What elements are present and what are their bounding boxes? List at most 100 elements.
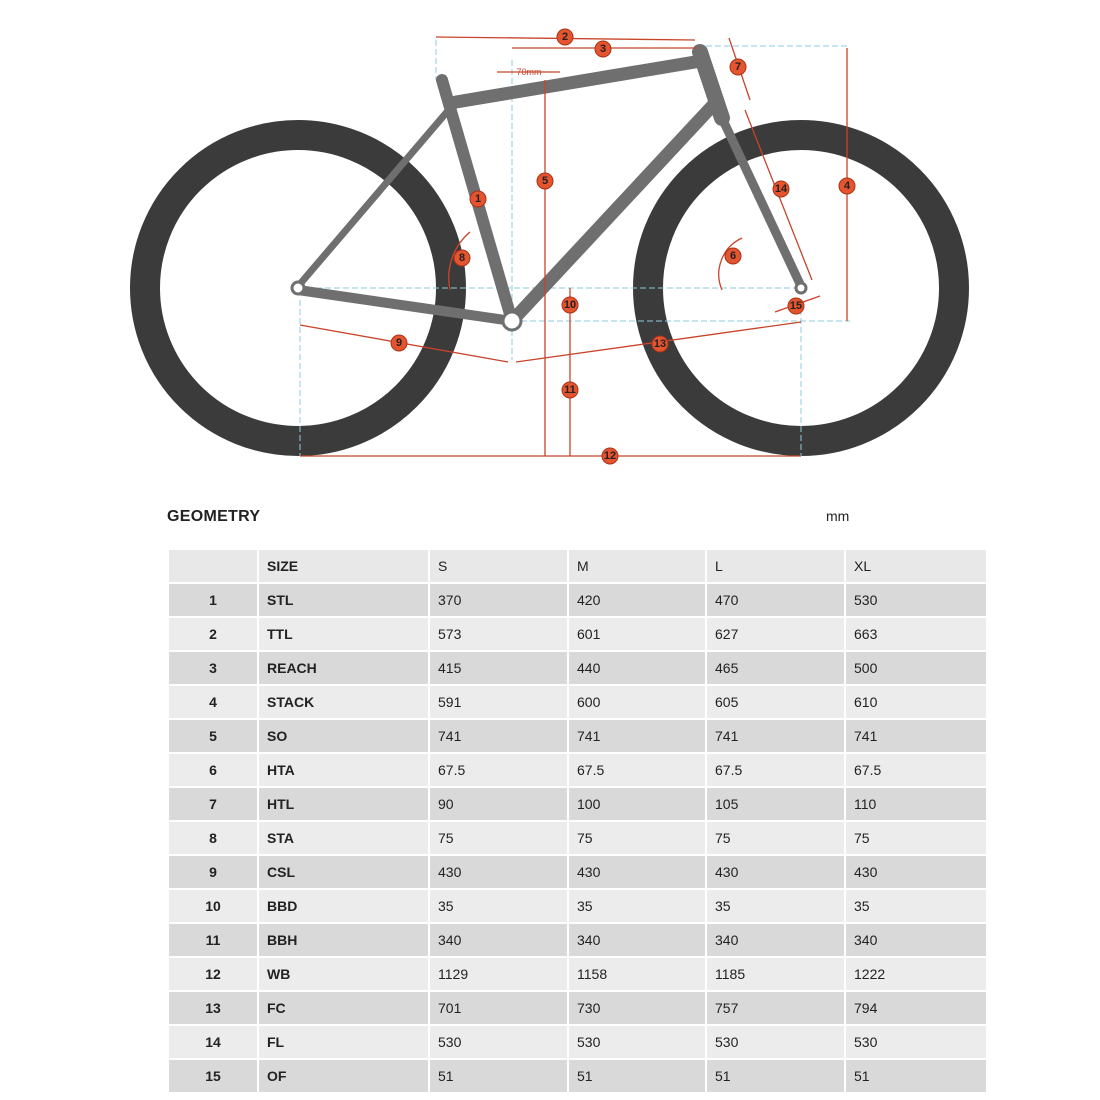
marker: 7 (729, 58, 747, 76)
table-cell: 35 (428, 888, 569, 924)
table-cell: 9 (167, 854, 259, 890)
marker-bubble (651, 335, 669, 353)
table-cell: 701 (428, 990, 569, 1026)
table-cell: 35 (567, 888, 707, 924)
table-cell: 530 (428, 1024, 569, 1060)
unit-label: mm (826, 508, 850, 524)
table-cell: 6 (167, 752, 259, 788)
table-cell: 530 (844, 582, 988, 618)
marker-bubble (536, 172, 554, 190)
table-cell: OF (257, 1058, 430, 1094)
table-cell: 530 (567, 1024, 707, 1060)
table-cell: 3 (167, 650, 259, 686)
marker-label: 3 (600, 43, 606, 55)
table-cell: 67.5 (844, 752, 988, 788)
table-cell: 35 (705, 888, 846, 924)
table-cell: 741 (844, 718, 988, 754)
table-cell (167, 548, 259, 584)
frame (290, 44, 808, 332)
table-cell: 794 (844, 990, 988, 1026)
table-row: 8 STA 75 75 75 75 (167, 820, 988, 856)
table-cell: 67.5 (705, 752, 846, 788)
table-cell: 573 (428, 616, 569, 652)
table-cell: 370 (428, 582, 569, 618)
table-cell: SO (257, 718, 430, 754)
table-cell: 4 (167, 684, 259, 720)
table-cell: 51 (844, 1058, 988, 1094)
table-row: 6 HTA 67.5 67.5 67.5 67.5 (167, 752, 988, 788)
table-row: 5 SO 741 741 741 741 (167, 718, 988, 754)
marker-label: 6 (730, 250, 736, 262)
marker: 5 (536, 172, 554, 190)
marker-label: 10 (564, 299, 576, 311)
table-cell: 110 (844, 786, 988, 822)
marker: 8 (453, 249, 471, 267)
table-row: 2 TTL 573 601 627 663 (167, 616, 988, 652)
table-cell: 1222 (844, 956, 988, 992)
table-cell: 105 (705, 786, 846, 822)
table-cell: 5 (167, 718, 259, 754)
table-row: 13 FC 701 730 757 794 (167, 990, 988, 1026)
table-cell: 51 (428, 1058, 569, 1094)
marker-label: 14 (775, 183, 788, 195)
table-cell: 610 (844, 684, 988, 720)
table-cell: 470 (705, 582, 846, 618)
marker: 6 (724, 247, 742, 265)
table-cell: 600 (567, 684, 707, 720)
marker-bubble (772, 180, 790, 198)
marker: 10 (561, 296, 579, 314)
table-cell: 1129 (428, 956, 569, 992)
offset-label: 70mm (516, 67, 541, 77)
table-cell: 67.5 (567, 752, 707, 788)
marker-label: 13 (654, 338, 666, 350)
marker-bubble (561, 296, 579, 314)
table-cell: 530 (844, 1024, 988, 1060)
angle-arc (448, 231, 471, 291)
marker-label: 4 (844, 180, 851, 192)
table-cell: FL (257, 1024, 430, 1060)
marker: 1 (469, 190, 487, 208)
table-cell: 15 (167, 1058, 259, 1094)
table-cell: SIZE (257, 548, 430, 584)
marker-bubble (787, 297, 805, 315)
table-cell: 340 (844, 922, 988, 958)
table-cell: 430 (428, 854, 569, 890)
guides (298, 40, 850, 456)
table-row: 12 WB 1129 1158 1185 1222 (167, 956, 988, 992)
marker-bubble (838, 177, 856, 195)
table-cell: 10 (167, 888, 259, 924)
marker-label: 9 (396, 337, 402, 349)
table-cell: HTL (257, 786, 430, 822)
table-cell: 340 (428, 922, 569, 958)
table-row: 3 REACH 415 440 465 500 (167, 650, 988, 686)
marker-label: 8 (459, 252, 465, 264)
table-cell: 663 (844, 616, 988, 652)
table-cell: STA (257, 820, 430, 856)
table-cell: 13 (167, 990, 259, 1026)
marker-bubble (561, 381, 579, 399)
table-cell: 757 (705, 990, 846, 1026)
table-cell: 605 (705, 684, 846, 720)
table-cell: L (705, 548, 846, 584)
table-row: 14 FL 530 530 530 530 (167, 1024, 988, 1060)
table-cell: 500 (844, 650, 988, 686)
marker-bubble (724, 247, 742, 265)
table-cell: 11 (167, 922, 259, 958)
seatstay (296, 102, 456, 288)
marker-bubble (556, 28, 574, 46)
table-cell: 75 (705, 820, 846, 856)
table-cell: HTA (257, 752, 430, 788)
table-cell: TTL (257, 616, 430, 652)
table-cell: 51 (705, 1058, 846, 1094)
table-cell: 100 (567, 786, 707, 822)
table-cell: 741 (567, 718, 707, 754)
table-cell: S (428, 548, 569, 584)
marker: 14 (772, 180, 790, 198)
table-cell: 35 (844, 888, 988, 924)
table-cell: 14 (167, 1024, 259, 1060)
marker: 9 (390, 334, 408, 352)
table-cell: 340 (705, 922, 846, 958)
table-cell: 75 (567, 820, 707, 856)
front-axle (794, 281, 808, 295)
marker: 15 (787, 297, 805, 315)
